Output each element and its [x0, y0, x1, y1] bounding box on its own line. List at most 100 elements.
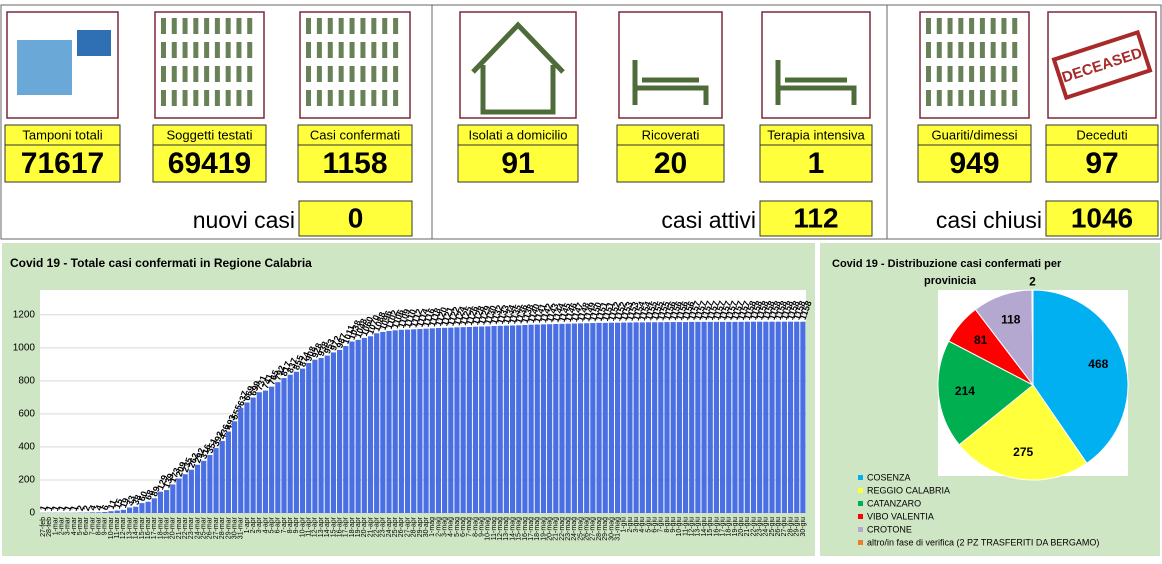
icon-figure: [948, 66, 953, 82]
bar: [720, 322, 725, 513]
bar: [559, 324, 564, 513]
icon-figure: [236, 66, 241, 82]
bar: [776, 322, 781, 513]
icon-figure: [958, 42, 963, 58]
y-tick-label: 800: [18, 375, 35, 386]
bar: [251, 398, 256, 513]
icon-figure: [393, 18, 398, 34]
bar: [393, 330, 398, 513]
icon-figure: [382, 42, 387, 58]
bar: [368, 336, 373, 513]
bar: [90, 512, 95, 513]
icon-figure: [980, 90, 985, 106]
icon-figure: [360, 66, 365, 82]
bar: [485, 326, 490, 513]
icon-figure: [204, 18, 209, 34]
bar: [108, 511, 113, 513]
bar: [183, 474, 188, 513]
bar: [584, 323, 589, 513]
bar: [362, 338, 367, 513]
icon-figure: [317, 90, 322, 106]
bar: [152, 498, 157, 513]
bar: [411, 329, 416, 513]
icon-figure: [339, 42, 344, 58]
bar: [621, 323, 626, 513]
tile-label: Ricoverati: [642, 127, 700, 142]
bar: [213, 448, 218, 513]
legend-label: CROTONE: [867, 524, 912, 534]
icon-figure: [948, 90, 953, 106]
y-tick-label: 1200: [13, 309, 36, 320]
bar: [139, 503, 144, 513]
title-line: Covid 19 - Distribuzione casi confermati…: [832, 258, 1062, 270]
bar: [461, 327, 466, 513]
icon-figure: [328, 66, 333, 82]
icon-figure: [328, 42, 333, 58]
icon-figure: [980, 66, 985, 82]
legend-swatch: [858, 475, 863, 480]
bar: [170, 484, 175, 513]
icon-figure: [360, 42, 365, 58]
icon-figure: [172, 66, 177, 82]
icon-figure: [247, 90, 252, 106]
bar: [115, 511, 120, 513]
bar: [300, 369, 305, 513]
icon-figure: [317, 42, 322, 58]
icon-figure: [980, 18, 985, 34]
icon-figure: [926, 18, 931, 34]
icon-figure: [958, 18, 963, 34]
icon-figure: [948, 18, 953, 34]
bar: [714, 322, 719, 513]
bar: [658, 322, 663, 513]
bar: [121, 510, 126, 513]
bar: [689, 322, 694, 513]
summary-value: 0: [348, 202, 364, 233]
bar: [294, 372, 299, 513]
bar: [96, 512, 101, 513]
icon-figure: [1001, 18, 1006, 34]
bar: [646, 322, 651, 513]
icon-figure: [193, 66, 198, 82]
bar: [522, 325, 527, 513]
y-tick-label: 0: [29, 508, 35, 519]
bar: [677, 322, 682, 513]
icon-figure: [226, 90, 231, 106]
icon-figure: [215, 90, 220, 106]
summary-label: nuovi casi: [193, 207, 295, 233]
icon-figure: [969, 18, 974, 34]
tile-value: 949: [949, 147, 999, 180]
icon-figure: [969, 66, 974, 82]
icon-figure: [226, 42, 231, 58]
bar: [306, 363, 311, 513]
icon-figure: [360, 90, 365, 106]
icon-figure: [958, 90, 963, 106]
bar: [664, 322, 669, 513]
tile-label: Terapia intensiva: [767, 127, 865, 142]
icon-figure: [183, 90, 188, 106]
bar: [318, 358, 323, 513]
bar: [349, 342, 354, 513]
bar: [627, 323, 632, 513]
bar: [399, 330, 404, 513]
bar: [133, 507, 138, 513]
icon-figure: [991, 18, 996, 34]
bar: [442, 328, 447, 513]
bar: [232, 421, 237, 513]
tile-label: Tamponi totali: [22, 127, 102, 142]
bar: [782, 322, 787, 513]
icon-figure: [360, 18, 365, 34]
tile-label: Casi confermati: [310, 127, 400, 142]
icon-figure: [958, 66, 963, 82]
slice-label: 2: [1029, 275, 1036, 289]
legend-label: altro/in fase di verifica (2 PZ TRASFERI…: [867, 537, 1099, 547]
bar: [701, 322, 706, 513]
icon-figure: [926, 42, 931, 58]
icon-figure: [926, 66, 931, 82]
tile-value: 20: [654, 147, 687, 180]
slice-label: 275: [1013, 445, 1033, 459]
icon-figure: [306, 18, 311, 34]
legend-swatch: [858, 501, 863, 506]
bar: [553, 324, 558, 513]
icon-figure: [161, 18, 166, 34]
